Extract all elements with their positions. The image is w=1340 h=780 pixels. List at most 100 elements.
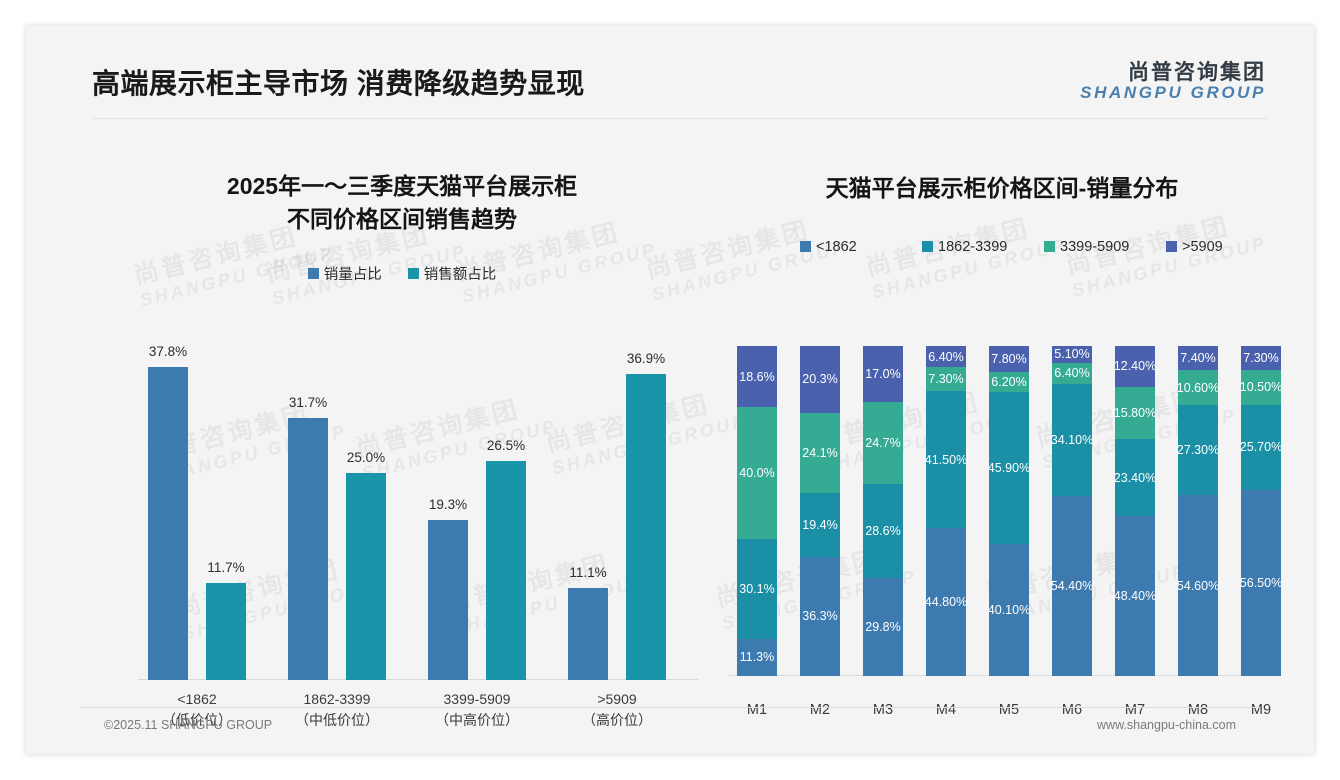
stack-segment-mid-high[interactable]: 24.1% xyxy=(800,412,840,493)
legend-item-high-price[interactable]: >5909 xyxy=(1166,239,1288,255)
legend-swatch-icon xyxy=(1166,241,1177,253)
stack-segment-high[interactable]: 7.40% xyxy=(1178,346,1218,371)
stack-segment-mid-low[interactable]: 45.90% xyxy=(989,392,1029,544)
stacked-bar[interactable]: 7.40% 10.60% 27.30% 54.60% xyxy=(1178,346,1218,676)
stack-segment-low[interactable]: 54.40% xyxy=(1052,496,1092,676)
stack-segment-low[interactable]: 11.3% xyxy=(737,638,777,676)
stacked-bar[interactable]: 7.30% 10.50% 25.70% 56.50% xyxy=(1241,346,1281,676)
stack-segment-mid-low[interactable]: 23.40% xyxy=(1115,439,1155,517)
stacked-bar[interactable]: 17.0% 24.7% 28.6% 29.8% xyxy=(863,346,903,676)
segment-value-label: 24.1% xyxy=(802,445,838,460)
stack-segment-mid-low[interactable]: 19.4% xyxy=(800,492,840,557)
stack-segment-mid-high[interactable]: 10.50% xyxy=(1241,370,1281,405)
legend-item-mid-high-price[interactable]: 3399-5909 xyxy=(1044,239,1166,255)
bar-revenue[interactable]: 11.7% xyxy=(206,560,246,680)
stacked-bar[interactable]: 6.40% 7.30% 41.50% 44.80% xyxy=(926,346,966,676)
stack-segment-low[interactable]: 56.50% xyxy=(1241,489,1281,676)
stack-segment-mid-high[interactable]: 24.7% xyxy=(863,402,903,484)
stack-segment-mid-high[interactable]: 10.60% xyxy=(1178,370,1218,406)
stacked-bar[interactable]: 20.3% 24.1% 19.4% 36.3% xyxy=(800,346,840,676)
stack-segment-low[interactable]: 48.40% xyxy=(1115,516,1155,676)
segment-value-label: 29.8% xyxy=(865,620,901,635)
bar-group: 11.1% 36.9% xyxy=(558,346,676,680)
legend-swatch-icon xyxy=(922,241,933,253)
stack-segment-high[interactable]: 20.3% xyxy=(800,346,840,413)
segment-value-label: 40.10% xyxy=(989,602,1029,617)
x-tick-label: M4 xyxy=(935,702,957,718)
x-tick-label-sub: （中高价位） xyxy=(435,712,519,729)
stacked-column: 20.3% 24.1% 19.4% 36.3% xyxy=(791,346,849,676)
stacked-bar[interactable]: 7.80% 6.20% 45.90% 40.10% xyxy=(989,346,1029,676)
brand-name-en: SHANGPU GROUP xyxy=(1080,83,1266,103)
stack-segment-low[interactable]: 29.8% xyxy=(863,577,903,676)
footer-website[interactable]: www.shangpu-china.com xyxy=(1097,718,1236,732)
legend-item-low-price[interactable]: <1862 xyxy=(800,239,922,255)
bar-volume[interactable]: 37.8% xyxy=(148,344,188,680)
grouped-bar-plot-area: 37.8% 11.7% <1862 （低价位） 31.7% 25.0% xyxy=(138,344,698,736)
grouped-chart-title-line2: 不同价格区间销售趋势 xyxy=(287,205,517,232)
segment-value-label: 25.70% xyxy=(1241,440,1281,455)
stack-segment-low[interactable]: 36.3% xyxy=(800,556,840,676)
grouped-chart-legend: 销量占比 销售额占比 xyxy=(104,263,700,284)
footer-divider xyxy=(80,707,1260,708)
stacked-bar[interactable]: 5.10% 6.40% 34.10% 54.40% xyxy=(1052,346,1092,676)
legend-swatch-icon xyxy=(407,268,419,280)
stack-segment-mid-low[interactable]: 28.6% xyxy=(863,483,903,578)
x-tick-label: 3399-5909 （中高价位） xyxy=(418,689,536,732)
x-tick-label: <1862 （低价位） xyxy=(138,689,256,732)
footer-copyright: ©2025.11 SHANGPU GROUP xyxy=(104,718,273,732)
stack-segment-mid-low[interactable]: 34.10% xyxy=(1052,383,1092,497)
stack-segment-mid-high[interactable]: 6.20% xyxy=(989,371,1029,393)
stack-segment-mid-low[interactable]: 27.30% xyxy=(1178,405,1218,496)
bar-volume[interactable]: 31.7% xyxy=(288,395,328,680)
bar-volume[interactable]: 11.1% xyxy=(568,565,608,680)
bar-group: 37.8% 11.7% xyxy=(138,344,256,680)
segment-value-label: 56.50% xyxy=(1241,575,1281,590)
bar-revenue[interactable]: 26.5% xyxy=(486,438,526,680)
legend-item-revenue-share[interactable]: 销售额占比 xyxy=(407,263,496,284)
stacked-column: 6.40% 7.30% 41.50% 44.80% xyxy=(917,346,975,676)
stack-segment-low[interactable]: 54.60% xyxy=(1178,495,1218,676)
stack-segment-mid-low[interactable]: 25.70% xyxy=(1241,404,1281,490)
bar-value-label: 36.9% xyxy=(626,351,666,366)
bar-value-label: 25.0% xyxy=(346,450,386,465)
stacked-bar[interactable]: 12.40% 15.80% 23.40% 48.40% xyxy=(1115,346,1155,676)
stacked-bar-plot-area: 18.6% 40.0% 30.1% 11.3% M1 20.3% 24.1% 1… xyxy=(724,334,1284,724)
stack-segment-high[interactable]: 7.80% xyxy=(989,346,1029,372)
stack-segment-high[interactable]: 12.40% xyxy=(1115,346,1155,387)
bar-volume[interactable]: 19.3% xyxy=(428,497,468,680)
legend-label: 销量占比 xyxy=(323,267,382,284)
segment-value-label: 15.80% xyxy=(1115,405,1155,420)
segment-value-label: 36.3% xyxy=(802,609,838,624)
stack-segment-mid-high[interactable]: 6.40% xyxy=(1052,362,1092,384)
bar-value-label: 19.3% xyxy=(428,497,468,512)
stack-segment-mid-high[interactable]: 15.80% xyxy=(1115,386,1155,440)
stack-segment-mid-high[interactable]: 7.30% xyxy=(926,367,966,392)
segment-value-label: 45.90% xyxy=(989,460,1029,475)
stack-segment-high[interactable]: 5.10% xyxy=(1052,346,1092,363)
x-tick-label-sub: （低价位） xyxy=(162,712,232,729)
stack-segment-high[interactable]: 6.40% xyxy=(926,346,966,368)
segment-value-label: 48.40% xyxy=(1115,589,1155,604)
bar-revenue[interactable]: 36.9% xyxy=(626,351,666,680)
stack-segment-mid-high[interactable]: 40.0% xyxy=(737,407,777,540)
stacked-bar[interactable]: 18.6% 40.0% 30.1% 11.3% xyxy=(737,346,777,676)
stack-segment-mid-low[interactable]: 41.50% xyxy=(926,391,966,529)
stack-segment-low[interactable]: 44.80% xyxy=(926,528,966,676)
stack-segment-high[interactable]: 17.0% xyxy=(863,346,903,403)
bar-revenue[interactable]: 25.0% xyxy=(346,450,386,680)
stacked-chart-legend: <1862 1862-3399 3399-5909 >5909 xyxy=(716,239,1288,255)
segment-value-label: 7.30% xyxy=(928,372,964,387)
brand-logo: 尚普咨询集团 SHANGPU GROUP xyxy=(1080,61,1266,103)
legend-item-volume-share[interactable]: 销量占比 xyxy=(307,263,382,284)
legend-label: <1862 xyxy=(816,238,857,255)
segment-value-label: 11.3% xyxy=(739,650,775,665)
stack-segment-high[interactable]: 7.30% xyxy=(1241,346,1281,371)
stacked-column: 7.40% 10.60% 27.30% 54.60% xyxy=(1169,346,1227,676)
stack-segment-high[interactable]: 18.6% xyxy=(737,346,777,408)
legend-item-mid-low-price[interactable]: 1862-3399 xyxy=(922,239,1044,255)
stack-segment-low[interactable]: 40.10% xyxy=(989,543,1029,676)
segment-value-label: 27.30% xyxy=(1178,443,1218,458)
stack-segment-mid-low[interactable]: 30.1% xyxy=(737,539,777,639)
grouped-chart-title-line1: 2025年一～三季度天猫平台展示柜 xyxy=(226,173,578,199)
